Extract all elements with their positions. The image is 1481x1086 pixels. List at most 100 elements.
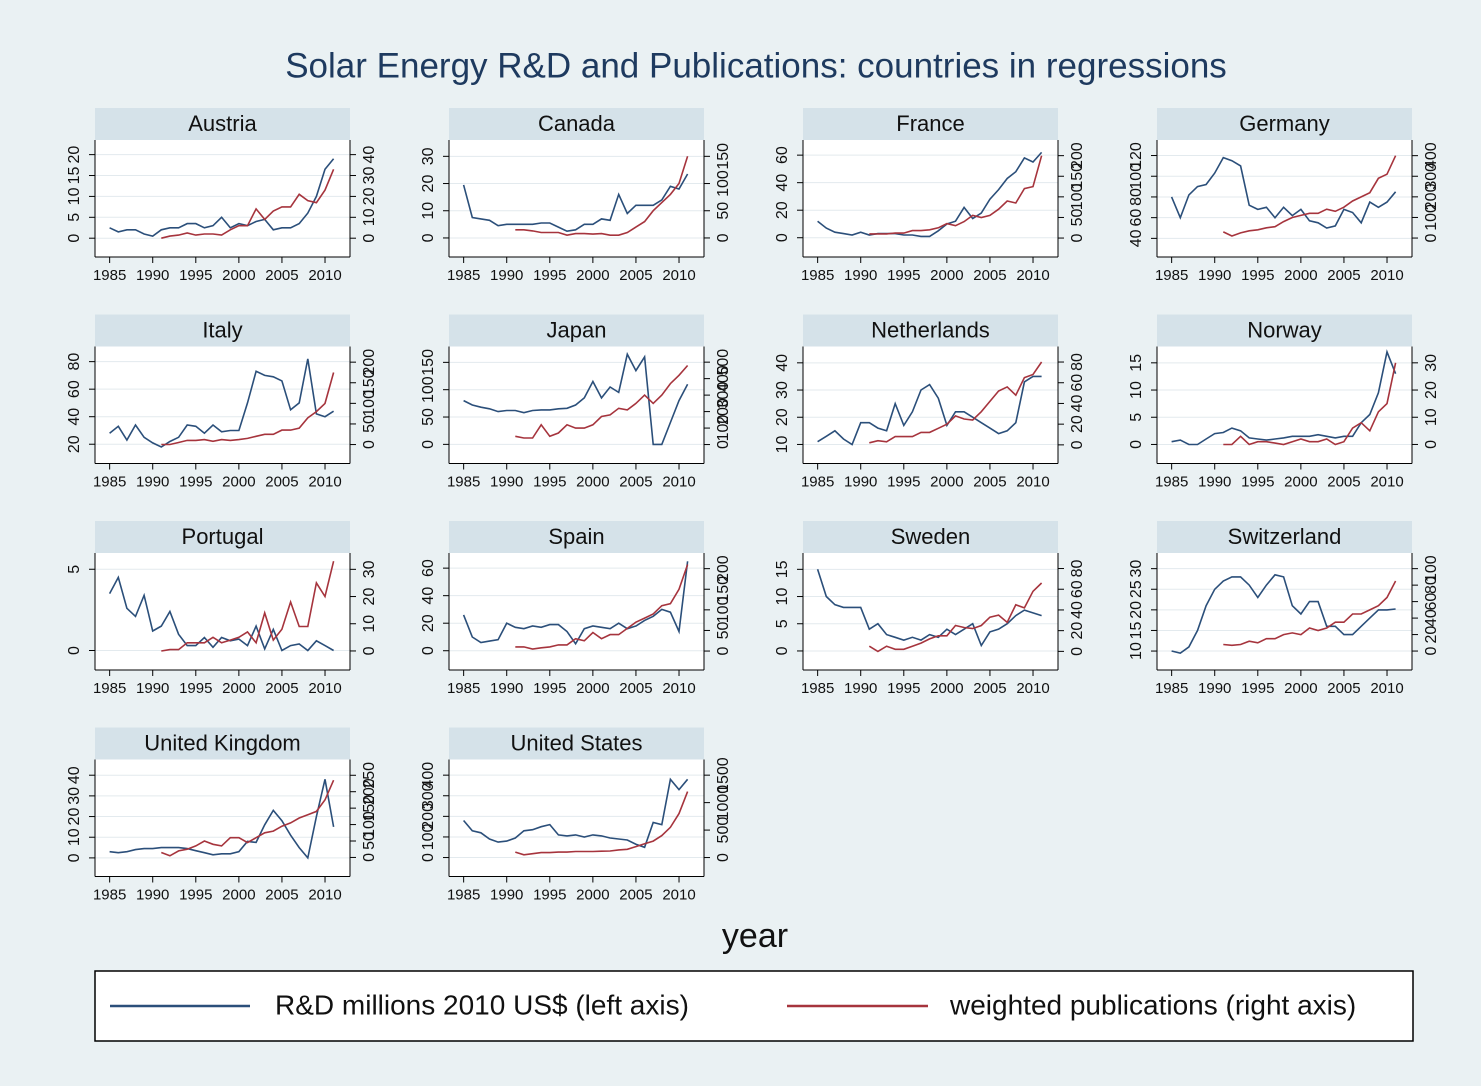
x-tick-label: 1990	[136, 267, 169, 284]
series-line	[462, 173, 689, 233]
y-tick-label: 30	[66, 787, 83, 805]
y2-tick-label: 40	[1423, 609, 1440, 627]
y2-tick-label: 20	[1423, 626, 1440, 644]
x-tick-label: 1995	[179, 267, 212, 284]
y2-tick-label: 30	[361, 560, 378, 578]
x-tick-label: 2005	[619, 886, 652, 903]
y-tick-label: 50	[420, 408, 437, 426]
y-tick-label: 0	[420, 440, 437, 449]
series-line	[515, 791, 689, 856]
series-line	[1223, 362, 1397, 446]
y-tick-label: 25	[1128, 580, 1145, 598]
legend-label: weighted publications (right axis)	[949, 989, 1356, 1020]
x-tick-label: 2000	[222, 267, 255, 284]
y2-tick-label: 0	[1423, 234, 1440, 243]
series-line	[515, 156, 689, 237]
x-tick-label: 2010	[1016, 473, 1049, 490]
series-line	[869, 155, 1043, 235]
x-tick-label: 2010	[308, 680, 341, 697]
x-tick-label: 1990	[1198, 680, 1231, 697]
y2-tick-label: 0	[715, 853, 732, 862]
panel-header	[803, 521, 1058, 553]
x-tick-label: 2000	[1284, 680, 1317, 697]
x-tick-label: 2005	[1327, 267, 1360, 284]
y-tick-label: 0	[66, 234, 83, 243]
y-tick-label: 20	[774, 408, 791, 426]
y2-tick-label: 20	[361, 187, 378, 205]
y-tick-label: 40	[66, 408, 83, 426]
x-tick-label: 2010	[662, 680, 695, 697]
y2-tick-label: 80	[1423, 576, 1440, 594]
x-tick-label: 2010	[1016, 680, 1049, 697]
panel-header	[449, 108, 704, 140]
y-tick-label: 80	[66, 353, 83, 371]
y2-tick-label: 50	[715, 202, 732, 220]
x-tick-label: 2000	[930, 473, 963, 490]
x-tick-label: 1990	[1198, 473, 1231, 490]
y-tick-label: 10	[774, 588, 791, 606]
x-tick-label: 2005	[265, 267, 298, 284]
y-tick-label: 60	[66, 380, 83, 398]
x-tick-label: 2005	[619, 473, 652, 490]
x-tick-label: 2005	[1327, 680, 1360, 697]
x-tick-label: 1995	[887, 680, 920, 697]
panel-title: United Kingdom	[144, 730, 301, 755]
y2-tick-label: 200	[715, 555, 732, 582]
series-line	[1171, 573, 1396, 654]
y2-tick-label: 100	[1423, 555, 1440, 582]
panel-title: Spain	[548, 524, 604, 549]
y2-tick-label: 100	[1423, 204, 1440, 231]
y-tick-label: 10	[66, 828, 83, 846]
y-tick-label: 400	[420, 762, 437, 789]
y-tick-label: 60	[1128, 209, 1145, 227]
x-tick-label: 1995	[1241, 267, 1274, 284]
y-tick-label: 100	[1128, 163, 1145, 190]
panel-title: Netherlands	[871, 317, 990, 342]
x-tick-label: 1990	[844, 680, 877, 697]
x-tick-label: 1995	[1241, 680, 1274, 697]
series-line	[108, 575, 334, 652]
panel-header	[95, 727, 350, 760]
x-tick-label: 2010	[1370, 267, 1403, 284]
y-tick-label: 20	[66, 808, 83, 826]
y2-tick-label: 200	[715, 398, 732, 425]
y-tick-label: 120	[1128, 142, 1145, 169]
y-tick-label: 40	[1128, 229, 1145, 247]
y2-tick-label: 0	[1069, 647, 1086, 656]
panel-title: Canada	[538, 111, 616, 136]
y-tick-label: 60	[420, 559, 437, 577]
panel-title: United States	[510, 730, 642, 755]
y2-tick-label: 10	[361, 208, 378, 226]
x-tick-label: 1995	[533, 680, 566, 697]
x-tick-label: 2010	[308, 267, 341, 284]
x-tick-label: 1995	[533, 886, 566, 903]
y2-tick-label: 100	[715, 170, 732, 197]
x-tick-label: 1995	[887, 267, 920, 284]
series-line	[161, 168, 335, 239]
x-tick-label: 1985	[447, 886, 480, 903]
y-tick-label: 20	[1128, 601, 1145, 619]
x-tick-label: 2010	[308, 886, 341, 903]
y-tick-label: 300	[420, 782, 437, 809]
y2-tick-label: 0	[715, 647, 732, 656]
legend	[94, 970, 1414, 1042]
x-tick-label: 2000	[576, 267, 609, 284]
series-line	[161, 372, 335, 446]
y2-tick-label: 300	[715, 382, 732, 409]
y-tick-label: 10	[420, 202, 437, 220]
x-tick-label: 1985	[93, 886, 126, 903]
series-line	[515, 364, 689, 439]
x-tick-label: 2005	[619, 680, 652, 697]
y2-tick-label: 20	[361, 588, 378, 606]
y-tick-label: 20	[774, 201, 791, 219]
x-tick-label: 2000	[1284, 473, 1317, 490]
y2-tick-label: 80	[1069, 560, 1086, 578]
y-tick-label: 15	[774, 560, 791, 578]
panel-header	[449, 314, 704, 347]
series-line	[463, 351, 689, 446]
panel-header	[95, 108, 350, 140]
y2-tick-label: 150	[715, 576, 732, 603]
x-tick-label: 2000	[576, 886, 609, 903]
x-tick-label: 1990	[136, 473, 169, 490]
y-tick-label: 200	[420, 803, 437, 830]
